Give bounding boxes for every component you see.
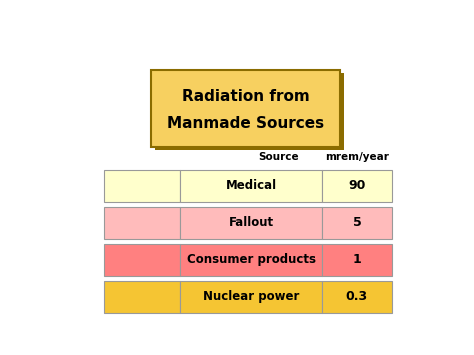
Bar xyxy=(180,244,322,276)
Text: 5: 5 xyxy=(353,216,361,229)
Bar xyxy=(104,244,180,276)
Text: Manmade Sources: Manmade Sources xyxy=(167,116,324,131)
Bar xyxy=(151,70,340,147)
Text: Consumer products: Consumer products xyxy=(186,253,316,266)
Text: Medical: Medical xyxy=(226,179,276,192)
Text: 90: 90 xyxy=(348,179,365,192)
Bar xyxy=(180,280,322,313)
Text: mrem/year: mrem/year xyxy=(325,152,389,162)
Bar xyxy=(322,244,392,276)
Text: Source: Source xyxy=(258,152,299,162)
Bar xyxy=(104,170,180,202)
Text: Nuclear power: Nuclear power xyxy=(203,290,299,303)
Text: Fallout: Fallout xyxy=(228,216,273,229)
Bar xyxy=(180,207,322,239)
Bar xyxy=(155,73,344,151)
Bar xyxy=(104,207,180,239)
Text: Radiation from: Radiation from xyxy=(182,89,310,104)
Text: 0.3: 0.3 xyxy=(346,290,368,303)
Bar xyxy=(322,170,392,202)
Bar xyxy=(104,280,180,313)
Bar xyxy=(180,170,322,202)
Bar xyxy=(322,207,392,239)
Bar xyxy=(322,280,392,313)
Text: 1: 1 xyxy=(353,253,361,266)
